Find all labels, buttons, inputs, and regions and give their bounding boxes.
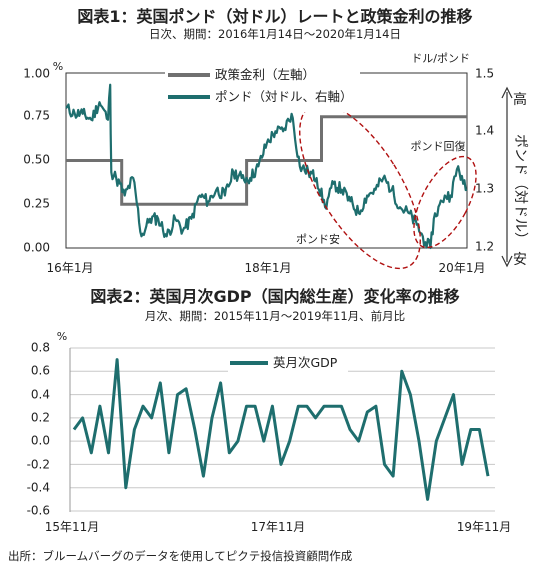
chart2-x-tick: 17年11月	[251, 520, 306, 534]
chart2-y-tick: -0.2	[27, 458, 50, 472]
chart2-y-tick: -0.4	[27, 481, 50, 495]
policy-rate-line	[66, 115, 467, 206]
chart2-legend-gdp: 英月次GDP	[273, 355, 338, 370]
chart1-legend-gbp: ポンド（対ドル、右軸）	[215, 89, 353, 104]
chart1-x-tick: 16年1月	[47, 261, 94, 275]
chart2-legend-box	[228, 354, 348, 372]
chart1-right-tick: 1.4	[475, 124, 494, 138]
chart2-y-unit: %	[57, 330, 67, 343]
chart2-y-tick: 0.8	[31, 341, 50, 355]
chart1-annotation-recovery: ポンド回復	[411, 140, 466, 153]
chart2-x-tick: 19年11月	[457, 520, 512, 534]
chart1-right-label-middle: ポンド（対ドル）	[512, 134, 528, 246]
chart1-left-unit: %	[53, 60, 63, 73]
chart1-right-unit: ドル/ポンド	[411, 52, 470, 65]
chart1-right-tick: 1.3	[475, 182, 494, 196]
chart1-legend-policy: 政策金利（左軸）	[215, 67, 315, 82]
chart1-left-tick: 0.50	[23, 153, 50, 167]
chart1-legend-box	[165, 64, 360, 112]
chart1-annotation-decline: ポンド安	[296, 232, 340, 246]
chart2-y-tick: 0.2	[31, 411, 50, 425]
gbp-usd-line	[65, 83, 468, 250]
chart2-subtitle: 月次、期間：2015年11月～2019年11月、前月比	[145, 309, 405, 323]
chart1-left-tick: 0.25	[23, 197, 50, 211]
chart2-gridlines	[70, 347, 495, 512]
chart1-left-tick: 0.00	[23, 241, 50, 255]
chart1-arrow-up-icon	[501, 86, 513, 99]
chart1-right-tick: 1.2	[475, 240, 494, 254]
chart2-title: 図表2：英国月次GDP（国内総生産）変化率の推移	[90, 287, 459, 306]
chart2-y-tick: 0.4	[31, 388, 50, 402]
chart1-x-tick: 20年1月	[439, 261, 486, 275]
chart1-right-label-top: 高	[513, 91, 527, 108]
gdp-line	[72, 358, 490, 501]
chart1-annotation-ellipse-recovery	[413, 155, 477, 249]
chart2-y-tick: 0.0	[31, 434, 50, 448]
chart1-right-tick: 1.5	[475, 67, 494, 81]
chart1-series-group	[65, 83, 468, 250]
chart2-x-tick: 15年11月	[45, 520, 100, 534]
chart2-y-tick: -0.6	[27, 504, 50, 518]
chart2-y-tick: 0.6	[31, 364, 50, 378]
chart1-arrow-down-icon	[501, 255, 513, 268]
source-note: 出所：ブルームバーグのデータを使用してピクテ投信投資顧問作成	[8, 549, 353, 563]
chart1-left-tick: 0.75	[23, 109, 50, 123]
chart1-subtitle: 日次、期間：2016年1月14日～2020年1月14日	[149, 27, 401, 41]
chart1-title: 図表1：英国ポンド（対ドル）レートと政策金利の推移	[77, 7, 472, 26]
chart1-left-tick: 1.00	[23, 67, 50, 81]
chart1-x-tick: 18年1月	[245, 261, 292, 275]
chart1-right-label-bottom: 安	[513, 252, 527, 268]
chart2-series-group	[72, 358, 490, 501]
